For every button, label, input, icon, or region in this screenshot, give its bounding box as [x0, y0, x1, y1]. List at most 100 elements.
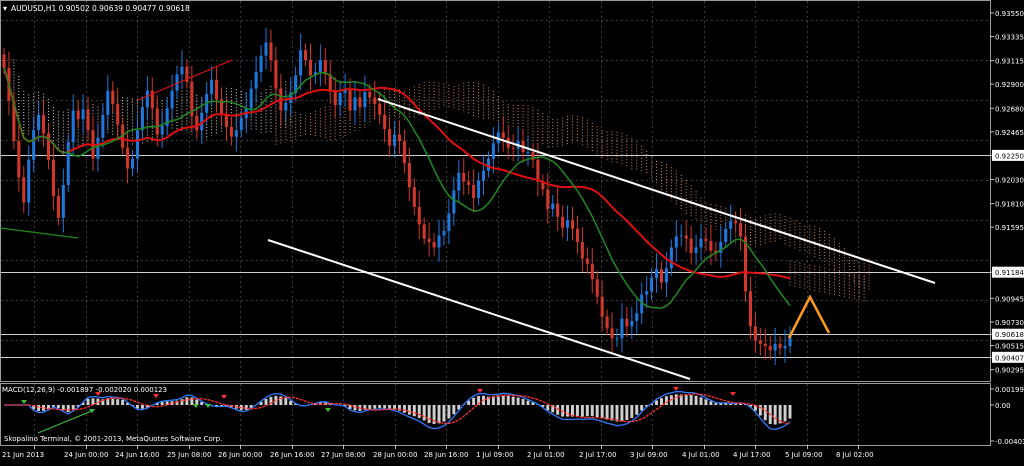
candle — [531, 142, 535, 169]
candle-body — [645, 291, 649, 295]
candle-body — [37, 114, 41, 131]
candle — [595, 270, 599, 305]
candle — [768, 335, 772, 360]
candle-body — [536, 159, 540, 182]
candle — [116, 87, 120, 140]
candle-body — [743, 236, 748, 292]
candle — [556, 187, 560, 232]
candle-body — [679, 235, 683, 237]
price-tick-label: 0.91595 — [995, 224, 1024, 232]
copyright-text: Skopalino Terminal, © 2001-2013, MetaQuo… — [4, 435, 222, 443]
candle-body — [61, 184, 65, 218]
price-tick-label: 0.90730 — [995, 319, 1024, 327]
candle-body — [116, 103, 120, 125]
candle — [546, 172, 550, 224]
macd-arrow-marker — [205, 404, 211, 408]
candle — [788, 326, 792, 354]
candle-body — [42, 114, 46, 134]
candle — [442, 219, 446, 246]
time-tick-label: 2 Jul 01:00 — [527, 451, 565, 459]
candle-body — [175, 74, 179, 91]
candle-body — [392, 134, 397, 146]
candle-body — [358, 97, 362, 108]
moving-average-red — [3, 67, 791, 280]
price-tick-label: 0.90295 — [995, 367, 1024, 375]
candle-body — [773, 343, 777, 351]
candle — [739, 207, 743, 251]
candle-body — [650, 278, 654, 292]
price-tick-label: 0.92465 — [995, 129, 1024, 137]
candle — [397, 120, 402, 155]
candle — [264, 27, 268, 70]
candle-body — [561, 216, 565, 228]
candle-body — [669, 247, 673, 269]
macd-line — [4, 390, 791, 431]
candle-body — [378, 103, 382, 115]
candle-body — [313, 72, 317, 76]
time-tick-label: 1 Jul 09:00 — [476, 451, 514, 459]
candle — [383, 99, 387, 143]
candle-body — [101, 114, 105, 138]
candle-body — [284, 102, 288, 111]
channel-upper-line[interactable] — [377, 98, 936, 284]
candle-body — [472, 184, 476, 199]
candle-body — [427, 238, 431, 242]
macd-arrow-marker — [673, 387, 679, 391]
forecast-arrow[interactable] — [787, 294, 831, 339]
candle-body — [76, 110, 80, 120]
candle — [467, 171, 471, 195]
candle — [729, 204, 733, 244]
candle-body — [432, 241, 436, 248]
candle — [323, 48, 327, 85]
candle-body — [126, 147, 130, 169]
candle-body — [195, 115, 199, 131]
candle-body — [615, 338, 619, 340]
candle-body — [417, 206, 421, 225]
candle-body — [22, 177, 26, 203]
candle — [674, 220, 678, 262]
candle-body — [566, 220, 570, 228]
candle — [66, 134, 70, 192]
candle-body — [704, 238, 708, 241]
candle-body — [343, 88, 347, 93]
candle-body — [353, 97, 357, 111]
price-pane-frame — [0, 0, 991, 382]
candle — [328, 60, 332, 104]
candle-body — [501, 132, 505, 138]
candle-body — [249, 88, 253, 109]
candle — [412, 177, 416, 216]
candle-body — [51, 159, 55, 196]
candle — [452, 177, 456, 226]
candle — [392, 121, 397, 158]
time-tick-label: 4 Jul 01:00 — [682, 451, 720, 459]
candle-body — [620, 318, 624, 339]
candlestick-series — [2, 27, 792, 365]
price-label-box — [992, 149, 1024, 161]
candle-body — [625, 318, 629, 327]
candle-body — [17, 141, 21, 178]
macd-arrow-marker — [730, 392, 736, 396]
price-tick-label: 0.93550 — [995, 10, 1024, 18]
candle — [32, 116, 36, 172]
candle-body — [56, 195, 60, 218]
candle-body — [719, 241, 723, 253]
macd-tick-label: 0.001997 — [995, 386, 1024, 394]
candle — [175, 65, 179, 99]
candle-body — [318, 60, 322, 73]
candle — [566, 205, 570, 241]
candle-body — [422, 224, 426, 239]
candle — [585, 247, 589, 274]
candle-body — [299, 50, 303, 76]
candle — [304, 43, 308, 67]
candle-body — [753, 326, 757, 341]
candle-body — [724, 228, 728, 242]
time-tick-label: 27 Jun 08:00 — [321, 451, 365, 459]
channel-lower-line[interactable] — [267, 239, 691, 380]
candle — [86, 97, 90, 142]
candle — [694, 234, 698, 265]
candle-body — [674, 236, 678, 248]
candle — [37, 102, 41, 142]
candle-body — [86, 109, 90, 131]
